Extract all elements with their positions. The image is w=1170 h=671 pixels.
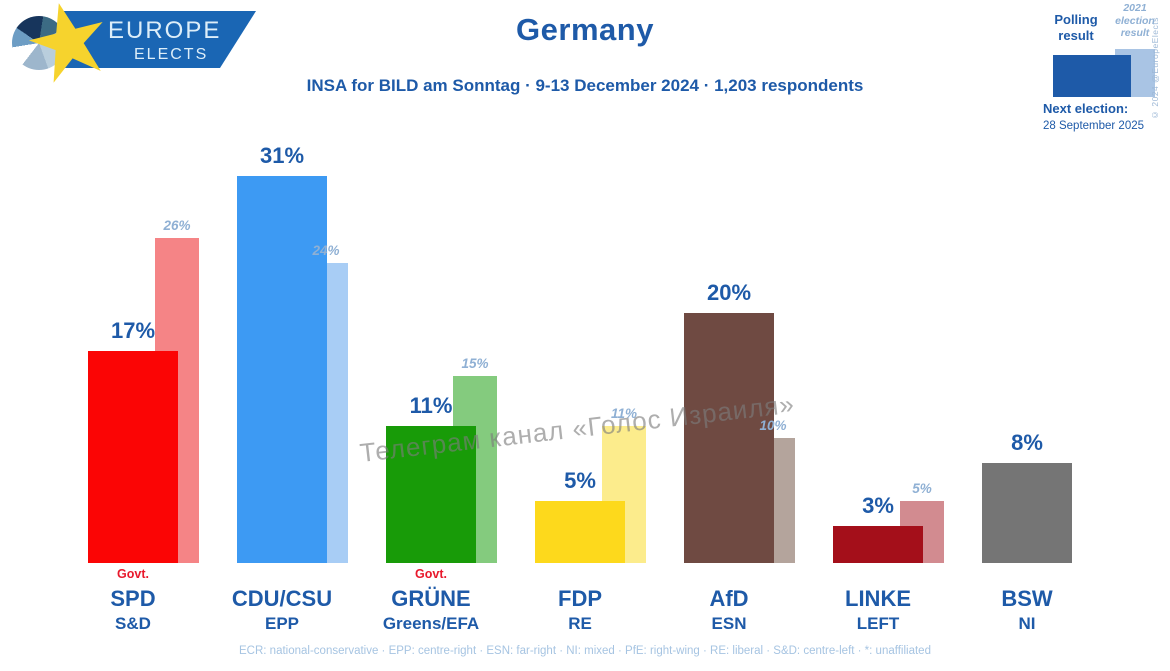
party-group: RE [568, 614, 592, 633]
polling-value: 20% [706, 280, 752, 305]
polling-value: 5% [564, 467, 596, 493]
polling-bar [684, 313, 774, 563]
party-name: FDP [558, 586, 602, 611]
party-name: BSW [1001, 586, 1053, 611]
party-name: GRÜNE [391, 586, 471, 611]
party-name: AfD [709, 586, 749, 611]
party-name: LINKE [845, 586, 911, 611]
legend-polling-label: Polling result [1054, 12, 1098, 43]
group-abbreviation-key: ECR: national-conservative · EPP: centre… [239, 645, 931, 657]
legend-election-label: 2021 election result [1115, 2, 1155, 40]
polling-value: 11% [409, 392, 453, 418]
polling-value: 3% [862, 492, 894, 518]
party-column: 11% 15% Govt. GRÜNE Greens/EFA [382, 0, 498, 671]
polling-bar [386, 425, 476, 563]
party-group: ESN [711, 614, 747, 633]
polling-bar [982, 463, 1072, 563]
party-column: 31% 24% CDU/CSU EPP [232, 0, 349, 671]
party-group: EPP [264, 614, 300, 633]
party-column: 8% BSW NI [982, 0, 1094, 671]
europe-elects-logo: EUROPE ELECTS [8, 2, 268, 80]
election-value: 10% [759, 418, 787, 433]
party-column: 20% 10% AfD ESN [684, 0, 796, 671]
party-column: 3% 5% LINKE LEFT [833, 0, 945, 671]
polling-value: 17% [110, 317, 156, 343]
party-group: Greens/EFA [382, 614, 480, 633]
election-value: 15% [461, 355, 489, 371]
party-name: CDU/CSU [231, 586, 333, 611]
election-value: 5% [912, 480, 932, 496]
next-election-label: Next election: [1043, 101, 1129, 116]
party-group: LEFT [856, 614, 900, 633]
chart-subtitle: INSA for BILD am Sonntag · 9-13 December… [306, 76, 864, 95]
polling-value: 31% [259, 142, 305, 168]
party-column: 5% 11% FDP RE [535, 0, 647, 671]
govt-label: Govt. [117, 567, 149, 581]
polling-value: 8% [1011, 430, 1043, 455]
party-group: S&D [115, 614, 151, 633]
logo-text-elects: ELECTS [134, 46, 209, 63]
party-column: 17% 26% Govt. SPD S&D [88, 0, 200, 671]
logo-text-europe: EUROPE [108, 17, 222, 44]
party-name: SPD [110, 586, 156, 611]
polling-bar [833, 525, 923, 563]
next-election-date: 28 September 2025 [1043, 120, 1145, 132]
election-value: 11% [610, 405, 638, 421]
polling-bar [237, 175, 327, 563]
logo-banner: EUROPE ELECTS [64, 11, 256, 68]
govt-label: Govt. [415, 567, 447, 581]
legend-polling-swatch [1053, 55, 1131, 97]
polling-bar [535, 500, 625, 563]
page-title: Germany [516, 12, 654, 47]
party-group: NI [1018, 614, 1036, 633]
election-value: 26% [163, 218, 191, 233]
polling-bar [88, 350, 178, 563]
election-value: 24% [312, 243, 340, 258]
